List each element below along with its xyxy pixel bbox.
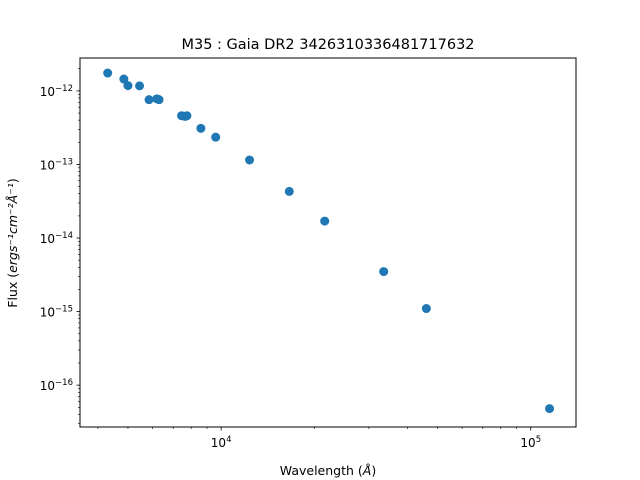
- data-point-18: [545, 404, 555, 414]
- data-points: [103, 68, 555, 414]
- y-axis-label: Flux (ergs⁻¹cm⁻²Å⁻¹): [5, 178, 20, 307]
- y-axis-ticks: 10−16 10−15 10−14 10−13 10−12: [40, 68, 80, 424]
- x-tick-label-2: 105: [520, 435, 541, 450]
- data-point-3: [123, 81, 133, 91]
- data-point-4: [135, 81, 145, 91]
- y-tick-label-3: 10−14: [40, 231, 73, 246]
- x-axis-ticks: 104 105: [97, 427, 541, 450]
- data-point-13: [245, 155, 255, 165]
- data-point-1: [103, 68, 113, 78]
- chart-title: M35 : Gaia DR2 3426310336481717632: [181, 37, 474, 53]
- plot-frame: [79, 57, 577, 428]
- x-axis-label: Wavelength (Å): [280, 463, 376, 478]
- data-point-7: [154, 95, 164, 105]
- y-tick-label-4: 10−13: [40, 157, 73, 172]
- y-tick-label-2: 10−15: [40, 305, 73, 320]
- data-point-5: [144, 95, 154, 105]
- data-point-12: [211, 132, 221, 142]
- data-point-14: [284, 186, 294, 196]
- data-point-2: [119, 74, 129, 84]
- y-tick-label-1: 10−16: [40, 378, 73, 393]
- data-point-11: [196, 123, 206, 133]
- y-tick-label-5: 10−12: [40, 84, 73, 99]
- x-tick-label-1: 104: [211, 435, 232, 450]
- data-point-17: [421, 304, 431, 314]
- data-point-15: [320, 216, 330, 226]
- data-point-10: [182, 111, 192, 121]
- data-point-16: [379, 267, 389, 277]
